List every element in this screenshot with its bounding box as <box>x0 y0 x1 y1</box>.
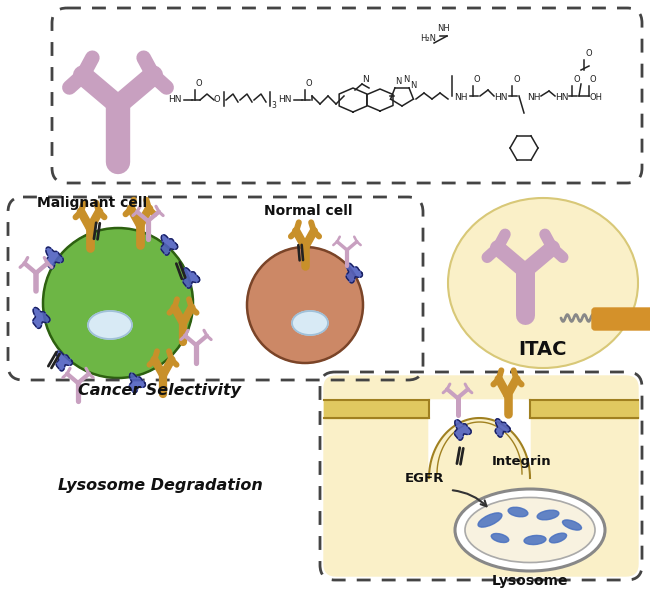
Ellipse shape <box>478 513 502 527</box>
Ellipse shape <box>455 489 605 571</box>
Text: N: N <box>362 75 369 84</box>
Polygon shape <box>495 419 510 437</box>
Text: O: O <box>306 79 313 88</box>
Polygon shape <box>46 247 63 269</box>
Bar <box>324 400 429 418</box>
Polygon shape <box>33 307 50 329</box>
Ellipse shape <box>562 520 582 530</box>
Text: O: O <box>585 49 592 58</box>
Polygon shape <box>429 400 530 478</box>
Text: Lysosome Degradation: Lysosome Degradation <box>58 478 263 493</box>
Text: NH: NH <box>527 93 541 102</box>
Text: N: N <box>395 77 402 86</box>
Text: Normal cell: Normal cell <box>264 204 352 218</box>
Text: EGFR: EGFR <box>405 472 444 485</box>
Text: O: O <box>196 79 203 88</box>
Ellipse shape <box>491 534 509 543</box>
Text: HN: HN <box>555 93 569 102</box>
Text: O: O <box>474 75 480 84</box>
FancyBboxPatch shape <box>592 308 650 330</box>
Text: N: N <box>403 75 410 84</box>
Text: OH: OH <box>590 93 603 102</box>
Text: H₂N: H₂N <box>420 34 436 43</box>
Text: Cancer Selectivity: Cancer Selectivity <box>79 383 242 398</box>
Text: O: O <box>214 95 220 104</box>
Text: HN: HN <box>494 93 508 102</box>
Ellipse shape <box>465 498 595 563</box>
Text: O: O <box>513 75 519 84</box>
Bar <box>530 400 638 418</box>
Text: Integrin: Integrin <box>491 455 551 468</box>
Circle shape <box>43 228 193 378</box>
Text: NH: NH <box>454 93 467 102</box>
Ellipse shape <box>508 507 528 517</box>
Polygon shape <box>161 235 177 255</box>
Ellipse shape <box>537 510 559 520</box>
Text: Lysosome: Lysosome <box>492 574 568 588</box>
Ellipse shape <box>448 198 638 368</box>
Text: Malignant cell: Malignant cell <box>37 196 147 210</box>
Text: HN: HN <box>168 95 181 104</box>
Ellipse shape <box>549 533 567 543</box>
Polygon shape <box>454 420 471 440</box>
Polygon shape <box>183 268 200 288</box>
Text: NH: NH <box>437 24 450 33</box>
Text: N: N <box>410 81 417 90</box>
Text: O: O <box>590 75 597 84</box>
Circle shape <box>247 247 363 363</box>
Ellipse shape <box>292 311 328 335</box>
Ellipse shape <box>88 311 132 339</box>
Polygon shape <box>129 373 146 393</box>
Text: ITAC: ITAC <box>519 340 567 359</box>
Text: 3: 3 <box>271 101 276 110</box>
Polygon shape <box>346 263 363 283</box>
Text: O: O <box>573 75 580 84</box>
Text: HN: HN <box>278 95 291 104</box>
Polygon shape <box>56 351 72 371</box>
FancyBboxPatch shape <box>324 376 638 576</box>
Ellipse shape <box>524 535 546 544</box>
